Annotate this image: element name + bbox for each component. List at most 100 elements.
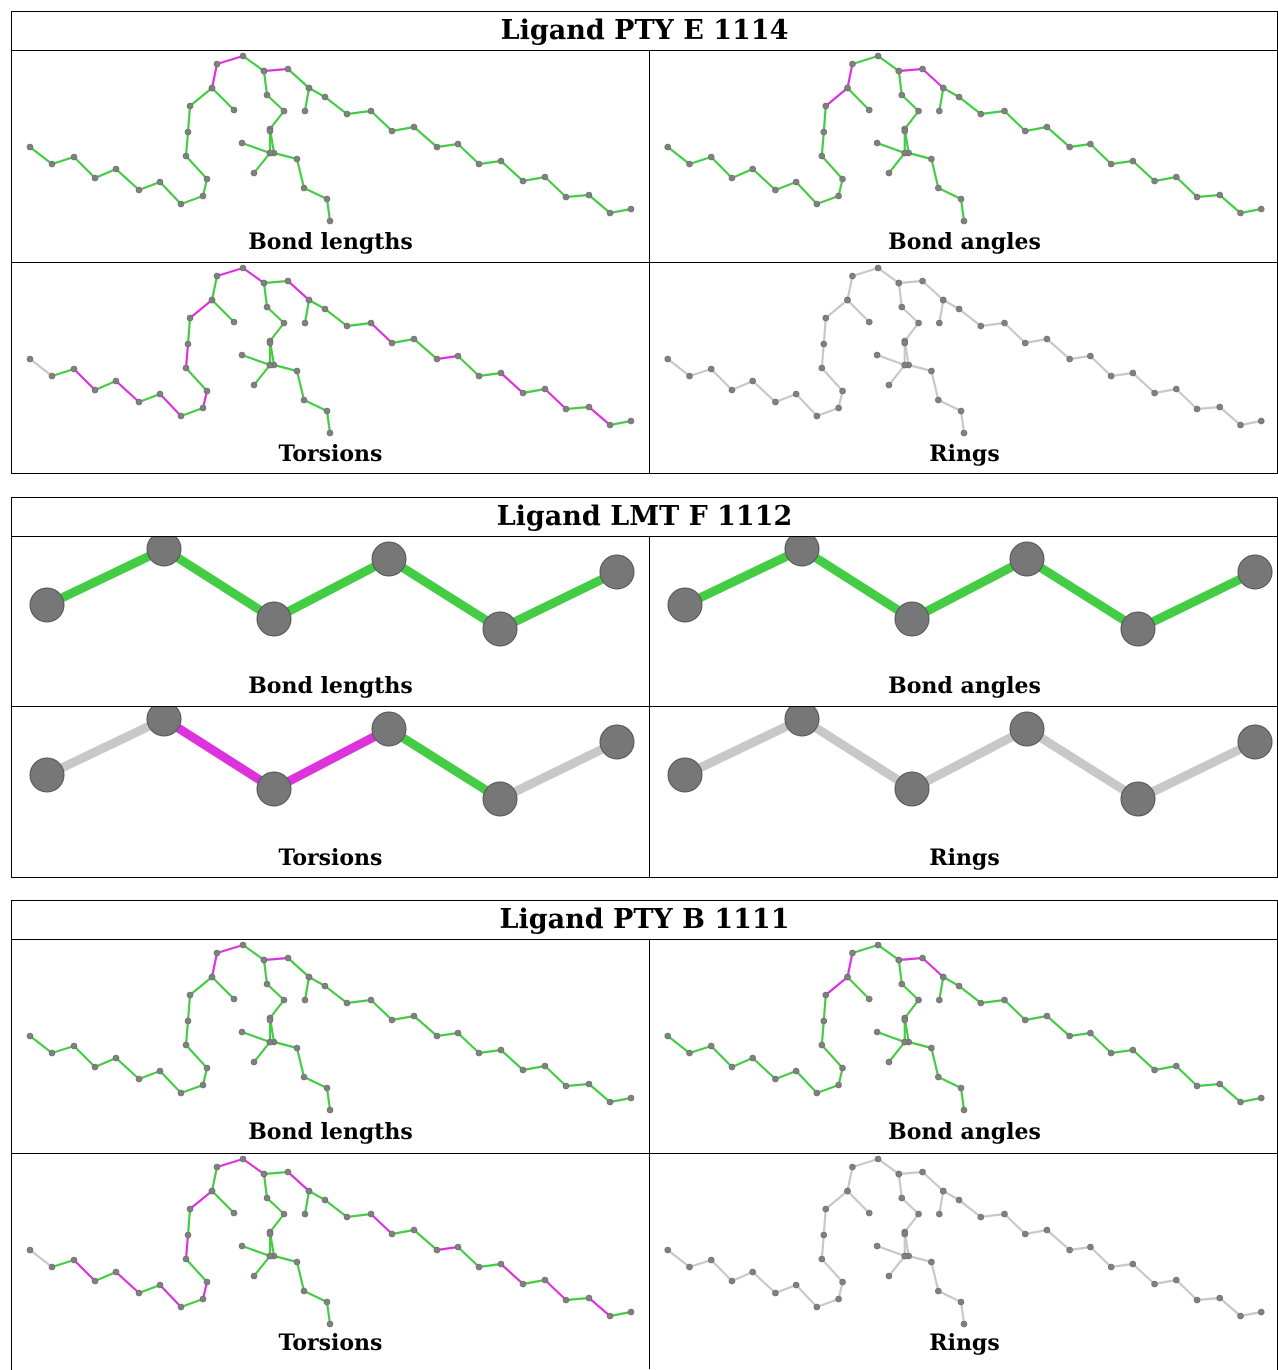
- bond: [42, 544, 169, 610]
- atom: [606, 209, 614, 217]
- bond: [897, 67, 924, 73]
- atom: [839, 1064, 846, 1072]
- atom: [203, 1064, 211, 1072]
- atom: [728, 1277, 736, 1285]
- atom: [1087, 1243, 1094, 1251]
- bond: [272, 1040, 299, 1050]
- atom: [388, 339, 396, 347]
- bond: [477, 371, 503, 378]
- bond: [435, 1031, 460, 1038]
- bond: [1089, 1245, 1113, 1269]
- bond: [495, 567, 622, 634]
- atom: [213, 1163, 221, 1171]
- bond: [184, 1019, 190, 1047]
- atom: [156, 1281, 164, 1289]
- bond: [303, 1189, 311, 1216]
- bond: [820, 366, 844, 393]
- bond: [587, 405, 612, 427]
- molecule-diagram: [26, 52, 635, 225]
- atom: [199, 192, 207, 200]
- atom: [1129, 1046, 1137, 1054]
- bond: [795, 392, 818, 418]
- bond: [384, 554, 505, 634]
- atom: [305, 973, 313, 981]
- atom: [343, 322, 351, 330]
- atom: [256, 771, 292, 807]
- atom: [895, 956, 903, 964]
- bond: [93, 1270, 118, 1283]
- bond: [186, 1207, 192, 1237]
- bond: [1045, 125, 1071, 149]
- bond: [1131, 159, 1156, 183]
- bond: [730, 1270, 754, 1283]
- atom: [184, 128, 192, 136]
- bond: [1195, 193, 1221, 199]
- molecule-diagram: [667, 707, 1273, 817]
- bond: [797, 714, 917, 794]
- atom: [293, 1258, 301, 1266]
- molecule-diagram: [26, 1155, 635, 1328]
- atom: [230, 1209, 238, 1217]
- atom: [1193, 1296, 1201, 1304]
- atom: [813, 1089, 821, 1097]
- atom: [343, 110, 351, 118]
- bond: [521, 1064, 547, 1072]
- molecule-diagram: [664, 264, 1265, 437]
- atom: [293, 367, 301, 375]
- bond: [93, 379, 118, 392]
- atom: [293, 1044, 301, 1052]
- bond: [543, 1064, 568, 1088]
- atom: [792, 390, 800, 398]
- bond: [302, 1075, 329, 1090]
- atom: [818, 152, 826, 160]
- ligand-block-1: Ligand PTY E 1114 Bond lengths Bond angl…: [11, 11, 1278, 474]
- bond: [262, 281, 269, 309]
- bond: [608, 207, 633, 215]
- atom: [919, 954, 926, 962]
- bond: [846, 975, 871, 1001]
- bond: [495, 737, 622, 804]
- bond: [846, 1189, 871, 1215]
- atom: [263, 980, 271, 988]
- bond: [887, 151, 906, 175]
- bond: [774, 1069, 798, 1081]
- atom: [1237, 724, 1273, 760]
- bond: [897, 281, 903, 309]
- bond: [158, 1069, 183, 1095]
- bond: [369, 1212, 394, 1236]
- atom: [293, 155, 301, 163]
- divider: [12, 1153, 1277, 1154]
- atom: [885, 169, 893, 177]
- panel-caption: Torsions: [278, 441, 383, 467]
- atom: [280, 996, 288, 1004]
- atom: [1066, 143, 1073, 151]
- atom: [305, 84, 313, 92]
- atom: [208, 296, 216, 304]
- bond: [820, 1043, 844, 1070]
- atom: [475, 160, 483, 168]
- atom: [935, 184, 942, 192]
- atom: [482, 611, 518, 647]
- atom: [849, 949, 856, 957]
- bond: [412, 1228, 439, 1252]
- atom: [497, 157, 505, 165]
- bond: [851, 1157, 880, 1169]
- atom: [326, 429, 334, 437]
- bond: [435, 1245, 460, 1252]
- atom: [939, 973, 947, 981]
- panel-caption: Rings: [929, 1330, 1000, 1356]
- atom: [839, 387, 846, 395]
- bond: [1153, 1064, 1178, 1072]
- atom: [208, 1187, 216, 1195]
- atom: [199, 1295, 207, 1303]
- atom: [70, 153, 78, 161]
- bond: [1239, 1096, 1263, 1104]
- bond: [186, 316, 192, 346]
- atom: [91, 1063, 99, 1071]
- atom: [562, 1082, 570, 1090]
- bond: [265, 305, 286, 325]
- atom: [606, 1098, 614, 1106]
- bond: [824, 298, 849, 320]
- atom: [238, 1242, 246, 1250]
- bond: [959, 1086, 966, 1112]
